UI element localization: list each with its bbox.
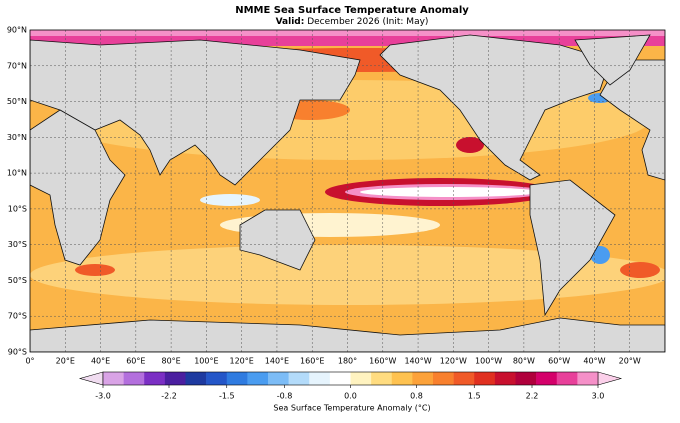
colorbar-tick-label: -2.2	[161, 392, 177, 401]
colorbar-swatch	[412, 372, 434, 385]
colorbar-swatch	[474, 372, 496, 385]
title: NMME Sea Surface Temperature Anomaly	[235, 5, 469, 16]
longitude-label: 0°	[25, 357, 34, 366]
colorbar-swatch	[536, 372, 558, 385]
graticule: 90°N 70°N 50°N 30°N 10°N 10°S 30°S 50°S 70°S 90°S…	[7, 26, 665, 366]
colorbar-tick-label: 1.5	[468, 392, 481, 401]
longitude-label: 60°W	[548, 357, 570, 366]
colorbar-swatch	[371, 372, 393, 385]
subtitle-prefix: Valid	[276, 17, 301, 27]
colorbar-swatch	[433, 372, 454, 385]
longitude-label: 20°E	[56, 357, 75, 366]
colorbar-label: Sea Surface Temperature Anomaly (°C)	[273, 404, 430, 413]
subtitle-text: December 2026 (Init: May)	[307, 17, 428, 27]
colorbar-swatch	[268, 372, 289, 385]
colorbar-swatch	[247, 372, 269, 385]
colorbar-tick-label: -3.0	[95, 392, 111, 401]
colorbar-tick-label: 0.0	[344, 392, 357, 401]
colorbar-swatch	[123, 372, 145, 385]
longitude-label: 40°E	[91, 357, 110, 366]
latitude-label: 30°N	[7, 133, 27, 142]
longitude-label: 160°W	[369, 357, 396, 366]
longitude-label: 120°E	[230, 357, 254, 366]
subtitle-separator: :	[301, 17, 305, 27]
latitude-label: 50°N	[7, 97, 27, 106]
latitude-label: 10°N	[7, 169, 27, 178]
colorbar-tick-label: 3.0	[592, 392, 605, 401]
latitude-label: 50°S	[8, 276, 27, 285]
longitude-label: 80°W	[513, 357, 535, 366]
latitude-label: 90°N	[7, 26, 27, 35]
latitude-label: 10°S	[8, 204, 27, 213]
longitude-label: 60°E	[126, 357, 145, 366]
colorbar-tick-label: 0.8	[410, 392, 423, 401]
longitude-label: 140°E	[265, 357, 289, 366]
colorbar-swatch	[144, 372, 166, 385]
longitude-label: 180°	[338, 357, 357, 366]
map	[30, 30, 665, 352]
map-frame	[29, 29, 666, 353]
colorbar-swatch	[226, 372, 248, 385]
colorbar-swatch	[350, 372, 372, 385]
latitude-label: 90°S	[8, 348, 27, 357]
colorbar-tick-label: -0.8	[277, 392, 293, 401]
latitude-label: 30°S	[8, 240, 27, 249]
longitude-label: 100°W	[475, 357, 502, 366]
colorbar-swatch	[164, 372, 186, 385]
longitude-label: 40°W	[583, 357, 605, 366]
colorbar-swatch	[391, 372, 413, 385]
colorbar-swatch	[206, 372, 228, 385]
longitude-label: 100°E	[194, 357, 218, 366]
longitude-label: 80°E	[161, 357, 180, 366]
colorbar-swatch	[577, 372, 599, 385]
colorbar-swatch	[515, 372, 537, 385]
colorbar-swatch	[309, 372, 331, 385]
colorbar-swatch	[329, 372, 351, 385]
colorbar-tick-label: -1.5	[219, 392, 235, 401]
longitude-label: 120°W	[440, 357, 467, 366]
colorbar: -3.0 -2.2 -1.5 -0.8 0.0 0.8 1.5 2.2 3.0	[78, 371, 623, 401]
colorbar-swatch	[453, 372, 475, 385]
colorbar-tick-label: 2.2	[526, 392, 539, 401]
longitude-label: 160°E	[300, 357, 324, 366]
colorbar-under	[78, 371, 104, 386]
colorbar-swatch	[288, 372, 310, 385]
colorbar-over	[597, 371, 623, 386]
subtitle: Valid: December 2026 (Init: May)	[276, 17, 429, 27]
longitude-label: 140°W	[404, 357, 431, 366]
colorbar-swatch	[494, 372, 516, 385]
latitude-label: 70°N	[7, 61, 27, 70]
longitude-label: 20°W	[619, 357, 641, 366]
colorbar-swatch	[556, 372, 578, 385]
latitude-label: 70°S	[8, 312, 27, 321]
colorbar-swatch	[103, 372, 124, 385]
colorbar-swatch	[185, 372, 207, 385]
